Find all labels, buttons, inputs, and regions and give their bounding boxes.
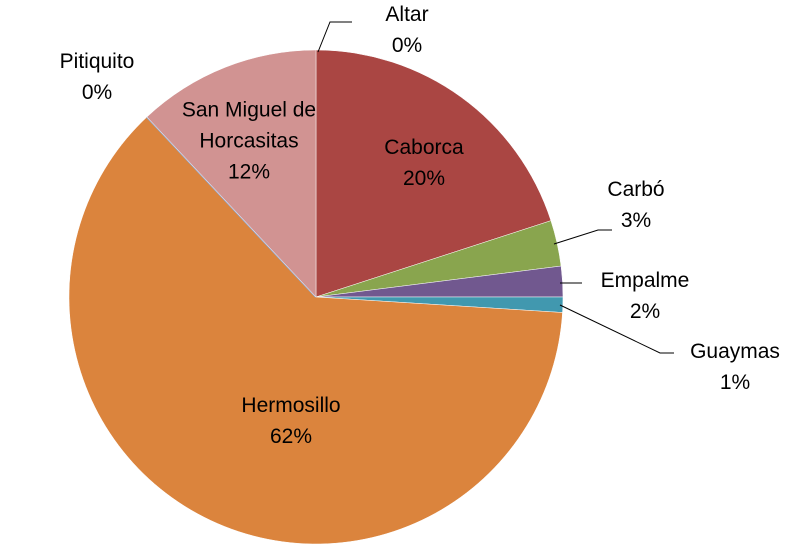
pie-slice — [68, 116, 563, 544]
data-label: San Miguel de Horcasitas 12% — [162, 95, 337, 188]
category-label: Caborca — [384, 136, 464, 159]
category-label: Empalme — [600, 269, 690, 292]
leader-line — [317, 21, 352, 53]
data-label: Pitiquito 0% — [60, 46, 135, 108]
value-label: 0% — [81, 81, 113, 104]
category-label: Hermosillo — [241, 394, 341, 417]
data-label: Hermosillo 62% — [241, 390, 340, 452]
value-label: 20% — [402, 167, 446, 190]
category-label: San Miguel de Horcasitas — [181, 98, 317, 153]
data-label: Carbó 3% — [607, 174, 664, 236]
value-label: 62% — [269, 425, 313, 448]
category-label: Carbó — [607, 178, 665, 201]
value-label: 12% — [227, 160, 271, 184]
value-label: 3% — [620, 209, 652, 232]
pie-slice — [315, 49, 552, 298]
value-label: 1% — [719, 371, 751, 394]
leader-line — [559, 304, 674, 354]
value-label: 2% — [629, 300, 661, 323]
category-label: Guaymas — [690, 340, 780, 363]
category-label: Altar — [385, 3, 429, 26]
leader-line — [553, 229, 612, 245]
category-label: Pitiquito — [59, 50, 135, 73]
data-label: Altar 0% — [385, 0, 428, 61]
data-label: Empalme 2% — [601, 265, 690, 327]
data-label: Guaymas 1% — [690, 336, 780, 398]
data-label: Caborca 20% — [384, 132, 463, 194]
pie-slice — [146, 49, 317, 298]
value-label: 0% — [391, 34, 423, 57]
